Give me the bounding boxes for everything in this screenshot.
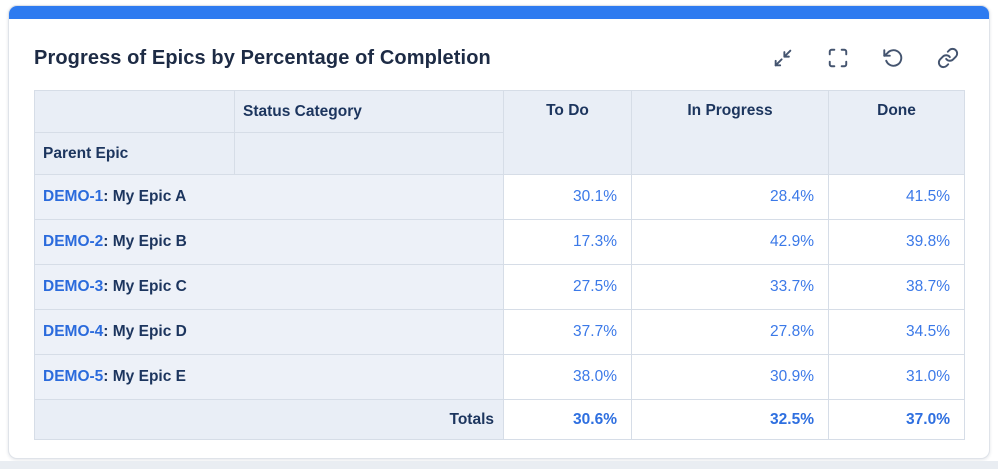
- totals-value[interactable]: 30.6%: [503, 399, 632, 440]
- table-row: DEMO-2: My Epic B 17.3% 42.9% 39.8%: [34, 219, 965, 265]
- cell-value[interactable]: 17.3%: [503, 219, 632, 265]
- epic-key-link[interactable]: DEMO-4: [43, 323, 104, 340]
- totals-value[interactable]: 32.5%: [631, 399, 829, 440]
- cell-value[interactable]: 28.4%: [631, 174, 829, 220]
- cell-value[interactable]: 42.9%: [631, 219, 829, 265]
- report-title: Progress of Epics by Percentage of Compl…: [34, 46, 491, 69]
- epic-key-link[interactable]: DEMO-3: [43, 278, 104, 295]
- table-row: DEMO-5: My Epic E 38.0% 30.9% 31.0%: [34, 354, 965, 400]
- cell-value[interactable]: 30.1%: [503, 174, 632, 220]
- cell-value[interactable]: 33.7%: [631, 264, 829, 310]
- epic-name-suffix: : My Epic C: [103, 278, 187, 295]
- table-row: DEMO-1: My Epic A 30.1% 28.4% 41.5%: [34, 174, 965, 220]
- pivot-table: Status Category To Do In Progress Done P…: [34, 90, 965, 440]
- column-dimension-header: Status Category: [234, 90, 504, 133]
- epic-label: DEMO-2: My Epic B: [34, 219, 504, 265]
- pivot-table-container: Status Category To Do In Progress Done P…: [9, 77, 989, 440]
- fullscreen-icon[interactable]: [827, 47, 849, 69]
- collapse-icon[interactable]: [772, 47, 794, 69]
- epic-key-link[interactable]: DEMO-2: [43, 233, 104, 250]
- cell-value[interactable]: 37.7%: [503, 309, 632, 355]
- cell-value[interactable]: 30.9%: [631, 354, 829, 400]
- cell-value[interactable]: 27.8%: [631, 309, 829, 355]
- corner-empty-cell: [34, 90, 235, 133]
- header-row-dimensions: Status Category To Do In Progress Done: [34, 90, 965, 175]
- card-header: Progress of Epics by Percentage of Compl…: [9, 19, 989, 77]
- col-header-in-progress: In Progress: [631, 90, 829, 175]
- refresh-icon[interactable]: [882, 47, 904, 69]
- epic-name-suffix: : My Epic D: [103, 323, 187, 340]
- totals-value[interactable]: 37.0%: [828, 399, 965, 440]
- epic-name-suffix: : My Epic E: [103, 368, 186, 385]
- row-dimension-header: Parent Epic: [34, 132, 235, 175]
- header-row-parent-epic: Parent Epic: [34, 132, 965, 175]
- corner-empty-cell-2: [234, 132, 504, 175]
- epic-label: DEMO-3: My Epic C: [34, 264, 504, 310]
- epic-name-suffix: : My Epic A: [103, 188, 187, 205]
- card-toolbar: [772, 47, 959, 69]
- totals-row: Totals 30.6% 32.5% 37.0%: [34, 399, 965, 440]
- epic-label: DEMO-5: My Epic E: [34, 354, 504, 400]
- epic-key-link[interactable]: DEMO-1: [43, 188, 104, 205]
- cell-value[interactable]: 38.0%: [503, 354, 632, 400]
- table-row: DEMO-4: My Epic D 37.7% 27.8% 34.5%: [34, 309, 965, 355]
- epic-label: DEMO-4: My Epic D: [34, 309, 504, 355]
- epic-key-link[interactable]: DEMO-5: [43, 368, 104, 385]
- page-background-strip: [0, 461, 998, 469]
- report-card: Progress of Epics by Percentage of Compl…: [8, 5, 990, 459]
- card-accent-bar: [9, 6, 989, 19]
- cell-value[interactable]: 41.5%: [828, 174, 965, 220]
- col-header-done: Done: [828, 90, 965, 175]
- link-icon[interactable]: [937, 47, 959, 69]
- cell-value[interactable]: 34.5%: [828, 309, 965, 355]
- totals-label: Totals: [34, 399, 504, 440]
- cell-value[interactable]: 39.8%: [828, 219, 965, 265]
- col-header-todo: To Do: [503, 90, 632, 175]
- epic-label: DEMO-1: My Epic A: [34, 174, 504, 220]
- cell-value[interactable]: 27.5%: [503, 264, 632, 310]
- table-row: DEMO-3: My Epic C 27.5% 33.7% 38.7%: [34, 264, 965, 310]
- cell-value[interactable]: 38.7%: [828, 264, 965, 310]
- epic-name-suffix: : My Epic B: [103, 233, 187, 250]
- cell-value[interactable]: 31.0%: [828, 354, 965, 400]
